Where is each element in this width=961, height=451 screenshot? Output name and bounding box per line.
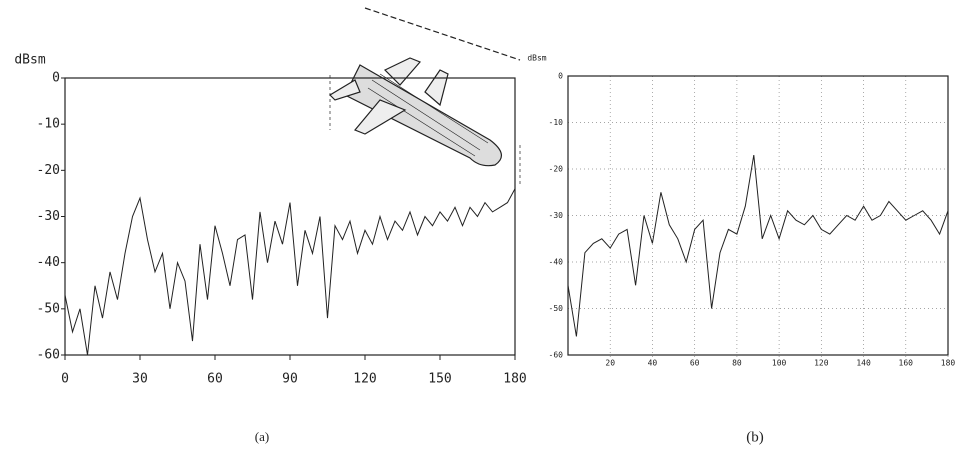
x-tick-label: 120 (353, 372, 376, 387)
x-tick-label: 80 (732, 359, 742, 368)
x-tick-label: 90 (282, 372, 298, 387)
chart: 0-10-20-30-40-50-600 30 60 90 120 150 180dBsm(… (14, 53, 526, 444)
x-tick-label: 40 (648, 359, 658, 368)
x-tick-label: 150 (428, 372, 451, 387)
x-tick-label: 180 (941, 359, 956, 368)
y-tick-label: -20 (37, 163, 60, 178)
x-tick-label: 0 (61, 372, 69, 387)
y-tick-label: -40 (37, 255, 60, 270)
airplane-illustration (329, 7, 521, 185)
y-tick-label: -30 (549, 211, 564, 220)
x-tick-label: 140 (856, 359, 871, 368)
y-axis-label: dBsm (527, 54, 546, 63)
x-tick-label: 100 (772, 359, 787, 368)
data-line (567, 155, 949, 337)
x-tick-label: 30 (132, 372, 148, 387)
caption: (b) (746, 429, 764, 445)
plot-frame (567, 75, 949, 356)
x-tick-label: 120 (814, 359, 829, 368)
y-tick-label: -50 (549, 304, 564, 313)
data-line (64, 188, 516, 356)
x-tick-label: 60 (207, 372, 223, 387)
y-tick-label: -50 (37, 301, 60, 316)
plot-frame (64, 77, 516, 356)
y-tick-label: 0 (558, 72, 563, 81)
y-tick-label: -10 (37, 117, 60, 132)
chart: 0 -10 -20 -30 -40 -50 -60 20 40 60 80 100 120 140 160 1… (527, 54, 955, 446)
y-tick-label: 0 (52, 71, 60, 86)
y-tick-label: -10 (549, 118, 564, 127)
x-tick-label: 60 (690, 359, 700, 368)
x-tick-label: 160 (899, 359, 914, 368)
y-tick-label: -20 (549, 165, 564, 174)
y-axis-label: dBsm (14, 53, 45, 68)
y-tick-label: -40 (549, 258, 564, 267)
x-tick-label: 20 (605, 359, 615, 368)
y-tick-label: -60 (549, 351, 564, 360)
caption: (a) (255, 429, 269, 444)
y-tick-label: -60 (37, 348, 60, 363)
x-tick-label: 180 (503, 372, 526, 387)
y-tick-label: -30 (37, 209, 60, 224)
